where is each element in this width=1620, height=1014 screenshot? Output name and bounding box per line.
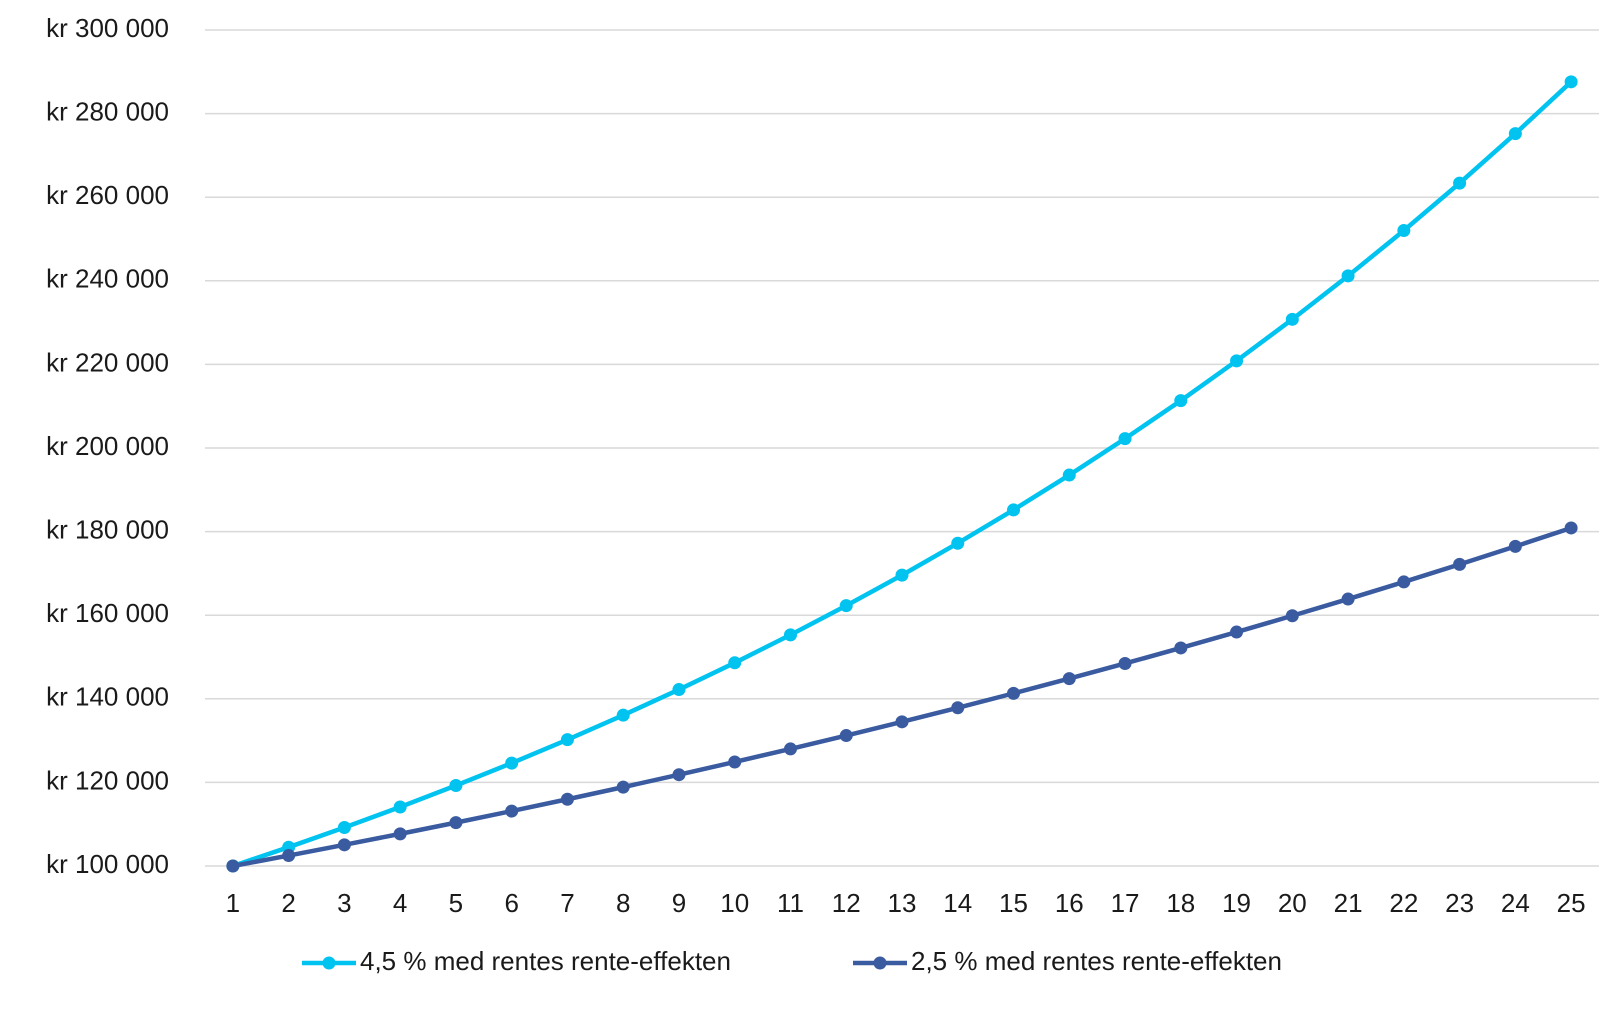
data-point (672, 768, 686, 782)
legend-label: 2,5 % med rentes rente-effekten (911, 946, 1282, 976)
legend-label: 4,5 % med rentes rente-effekten (360, 946, 731, 976)
data-point (1508, 539, 1522, 553)
data-point (1508, 127, 1522, 141)
data-point (1285, 609, 1299, 623)
x-tick-label: 25 (1557, 888, 1586, 918)
data-point (560, 733, 574, 747)
data-point (1174, 641, 1188, 655)
data-point (951, 536, 965, 550)
data-point (616, 708, 630, 722)
x-tick-label: 7 (560, 888, 574, 918)
x-tick-label: 11 (777, 888, 804, 918)
data-point (839, 599, 853, 613)
data-point (672, 683, 686, 697)
x-tick-label: 16 (1055, 888, 1084, 918)
data-point (393, 800, 407, 814)
x-tick-label: 13 (888, 888, 917, 918)
data-point (1285, 312, 1299, 326)
legend-marker (322, 956, 336, 970)
data-point (1564, 75, 1578, 89)
data-point (1453, 557, 1467, 571)
y-tick-label: kr 140 000 (46, 682, 169, 712)
data-point (1341, 592, 1355, 606)
x-tick-label: 23 (1445, 888, 1474, 918)
y-tick-label: kr 200 000 (46, 431, 169, 461)
x-tick-label: 3 (337, 888, 351, 918)
data-point (1397, 224, 1411, 238)
data-point (1397, 575, 1411, 589)
data-point (728, 755, 742, 769)
data-point (337, 838, 351, 852)
x-tick-label: 22 (1389, 888, 1418, 918)
y-tick-label: kr 120 000 (46, 765, 169, 795)
data-point (1062, 672, 1076, 686)
data-point (839, 729, 853, 743)
data-point (337, 821, 351, 835)
data-point (1230, 354, 1244, 368)
data-point (1341, 269, 1355, 283)
x-tick-label: 17 (1111, 888, 1140, 918)
data-point (783, 628, 797, 642)
data-point (616, 780, 630, 794)
data-point (728, 656, 742, 670)
x-tick-label: 14 (943, 888, 972, 918)
x-tick-label: 5 (449, 888, 463, 918)
y-tick-label: kr 240 000 (46, 264, 169, 294)
x-tick-label: 20 (1278, 888, 1307, 918)
data-point (951, 701, 965, 715)
x-tick-label: 19 (1222, 888, 1251, 918)
data-point (1118, 432, 1132, 446)
x-tick-label: 24 (1501, 888, 1530, 918)
legend-marker (873, 956, 887, 970)
data-point (282, 849, 296, 863)
series-line (232, 80, 1573, 869)
data-point (505, 756, 519, 770)
x-tick-label: 4 (393, 888, 407, 918)
y-tick-label: kr 100 000 (46, 849, 169, 879)
x-tick-label: 6 (504, 888, 518, 918)
data-point (393, 827, 407, 841)
data-point (449, 779, 463, 793)
y-tick-label: kr 180 000 (46, 514, 169, 544)
x-tick-label: 9 (672, 888, 686, 918)
data-point (1564, 521, 1578, 535)
data-point (1062, 468, 1076, 482)
x-tick-label: 1 (226, 888, 240, 918)
y-tick-label: kr 300 000 (46, 13, 169, 43)
data-point (505, 804, 519, 818)
y-tick-label: kr 260 000 (46, 180, 169, 210)
x-tick-label: 18 (1166, 888, 1195, 918)
data-point (783, 742, 797, 756)
y-tick-label: kr 220 000 (46, 347, 169, 377)
y-tick-label: kr 160 000 (46, 598, 169, 628)
x-tick-label: 21 (1334, 888, 1363, 918)
x-tick-label: 10 (720, 888, 749, 918)
x-tick-label: 2 (281, 888, 295, 918)
data-point (1007, 503, 1021, 517)
data-point (1007, 686, 1021, 700)
data-point (449, 816, 463, 830)
x-tick-label: 12 (832, 888, 861, 918)
data-point (1118, 656, 1132, 670)
x-tick-label: 8 (616, 888, 630, 918)
data-point (1230, 625, 1244, 639)
data-point (895, 568, 909, 582)
data-point (560, 792, 574, 806)
y-tick-label: kr 280 000 (46, 96, 169, 126)
data-point (895, 715, 909, 729)
data-point (1174, 394, 1188, 408)
data-point (1453, 176, 1467, 190)
x-tick-label: 15 (999, 888, 1028, 918)
data-point (226, 859, 240, 873)
